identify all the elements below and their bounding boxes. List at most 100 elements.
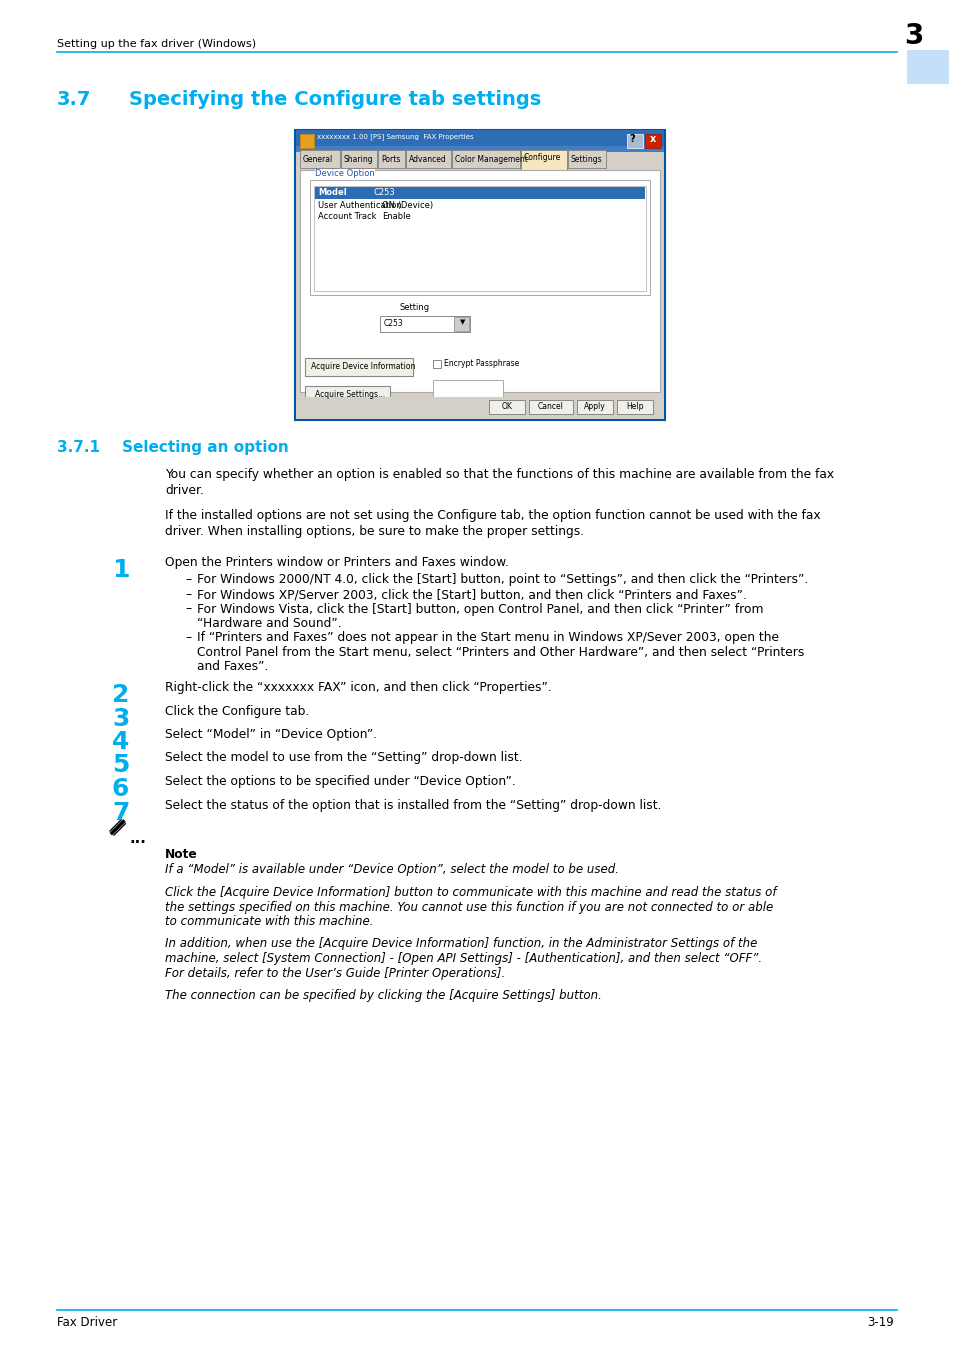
Text: The connection can be specified by clicking the [Acquire Settings] button.: The connection can be specified by click… xyxy=(165,990,601,1002)
Text: Encrypt Passphrase: Encrypt Passphrase xyxy=(443,359,518,369)
Text: 3-19: 3-19 xyxy=(866,1316,893,1328)
Bar xyxy=(305,386,390,404)
Text: Selecting an option: Selecting an option xyxy=(122,440,289,455)
Text: 1: 1 xyxy=(112,558,130,582)
Text: Ports: Ports xyxy=(380,155,400,163)
Bar xyxy=(305,358,413,377)
Text: In addition, when use the [Acquire Device Information] function, in the Administ: In addition, when use the [Acquire Devic… xyxy=(165,937,757,950)
Bar xyxy=(433,379,502,398)
Text: machine, select [System Connection] - [Open API Settings] - [Authentication], an: machine, select [System Connection] - [O… xyxy=(165,952,761,965)
Bar xyxy=(299,170,659,392)
Bar xyxy=(617,400,652,414)
Text: “Hardware and Sound”.: “Hardware and Sound”. xyxy=(196,617,341,630)
Bar xyxy=(433,360,440,369)
Bar xyxy=(295,146,663,153)
Text: –: – xyxy=(185,589,191,601)
Text: Select the model to use from the “Setting” drop-down list.: Select the model to use from the “Settin… xyxy=(165,752,522,764)
Text: ?: ? xyxy=(628,134,634,144)
Text: Apply: Apply xyxy=(583,402,605,410)
Text: If a “Model” is available under “Device Option”, select the model to be used.: If a “Model” is available under “Device … xyxy=(165,864,618,876)
Text: x: x xyxy=(649,134,656,144)
Bar xyxy=(520,150,566,170)
Text: For Windows XP/Server 2003, click the [Start] button, and then click “Printers a: For Windows XP/Server 2003, click the [S… xyxy=(196,589,746,601)
Text: Cancel: Cancel xyxy=(537,402,563,410)
Bar xyxy=(489,400,524,414)
Bar xyxy=(295,130,663,153)
Bar xyxy=(379,316,470,332)
Text: 3: 3 xyxy=(903,22,923,50)
Text: Configure: Configure xyxy=(523,153,560,162)
Text: –: – xyxy=(185,574,191,586)
Bar xyxy=(452,150,519,167)
Text: 3.7.1: 3.7.1 xyxy=(57,440,100,455)
Bar xyxy=(626,134,642,148)
Text: For Windows 2000/NT 4.0, click the [Start] button, point to “Settings”, and then: For Windows 2000/NT 4.0, click the [Star… xyxy=(196,574,807,586)
Bar xyxy=(314,188,644,198)
Text: Color Management: Color Management xyxy=(455,155,527,163)
Text: ▼: ▼ xyxy=(459,319,465,325)
Bar xyxy=(295,397,663,418)
Text: Advanced: Advanced xyxy=(409,155,446,163)
Text: Specifying the Configure tab settings: Specifying the Configure tab settings xyxy=(129,90,540,109)
Text: 6: 6 xyxy=(112,778,130,801)
Bar xyxy=(529,400,573,414)
Text: For details, refer to the User’s Guide [Printer Operations].: For details, refer to the User’s Guide [… xyxy=(165,967,505,980)
Text: Help: Help xyxy=(625,402,643,410)
Text: 3.7: 3.7 xyxy=(57,90,91,109)
Text: Click the [Acquire Device Information] button to communicate with this machine a: Click the [Acquire Device Information] b… xyxy=(165,886,776,899)
Text: Setting: Setting xyxy=(399,302,430,312)
Text: Sharing: Sharing xyxy=(344,155,374,163)
Bar xyxy=(377,150,405,167)
Text: Enable: Enable xyxy=(381,212,411,221)
Text: You can specify whether an option is enabled so that the functions of this machi: You can specify whether an option is ena… xyxy=(165,468,833,481)
Text: Account Track: Account Track xyxy=(317,212,376,221)
Bar xyxy=(454,317,469,331)
Text: C253: C253 xyxy=(374,188,395,197)
Text: Right-click the “xxxxxxx FAX” icon, and then click “Properties”.: Right-click the “xxxxxxx FAX” icon, and … xyxy=(165,680,551,694)
Text: ...: ... xyxy=(130,832,146,846)
Text: 3: 3 xyxy=(112,706,130,730)
Text: and Faxes”.: and Faxes”. xyxy=(196,660,268,674)
Bar xyxy=(299,150,339,167)
Bar xyxy=(314,186,645,292)
Bar xyxy=(310,180,649,296)
Text: Open the Printers window or Printers and Faxes window.: Open the Printers window or Printers and… xyxy=(165,556,508,568)
Text: Device Option: Device Option xyxy=(314,169,375,178)
Text: Acquire Device Information: Acquire Device Information xyxy=(311,362,415,371)
Text: Setting up the fax driver (Windows): Setting up the fax driver (Windows) xyxy=(57,39,255,49)
Text: to communicate with this machine.: to communicate with this machine. xyxy=(165,915,374,927)
Text: Acquire Settings...: Acquire Settings... xyxy=(314,390,385,400)
Bar xyxy=(340,150,376,167)
Bar xyxy=(294,130,664,420)
Text: 7: 7 xyxy=(112,801,130,825)
Text: User Authentication: User Authentication xyxy=(317,201,401,211)
Text: xxxxxxxx 1.00 [PS] Samsung  FAX Properties: xxxxxxxx 1.00 [PS] Samsung FAX Propertie… xyxy=(316,134,473,140)
Text: ON (Device): ON (Device) xyxy=(381,201,433,211)
Text: For Windows Vista, click the [Start] button, open Control Panel, and then click : For Windows Vista, click the [Start] but… xyxy=(196,602,762,616)
Text: Control Panel from the Start menu, select “Printers and Other Hardware”, and the: Control Panel from the Start menu, selec… xyxy=(196,647,803,659)
Text: Select the status of the option that is installed from the “Setting” drop-down l: Select the status of the option that is … xyxy=(165,798,660,811)
Text: Note: Note xyxy=(165,848,197,861)
Text: driver.: driver. xyxy=(165,483,204,497)
Text: C253: C253 xyxy=(384,319,403,328)
Text: Fax Driver: Fax Driver xyxy=(57,1316,117,1328)
Bar xyxy=(644,134,660,148)
Text: 2: 2 xyxy=(112,683,130,707)
Text: Settings: Settings xyxy=(571,155,602,163)
Bar xyxy=(567,150,605,167)
Text: If “Printers and Faxes” does not appear in the Start menu in Windows XP/Sever 20: If “Printers and Faxes” does not appear … xyxy=(196,632,779,644)
Text: Select the options to be specified under “Device Option”.: Select the options to be specified under… xyxy=(165,775,516,788)
Text: 5: 5 xyxy=(112,753,130,778)
Text: General: General xyxy=(303,155,333,163)
Text: Click the Configure tab.: Click the Configure tab. xyxy=(165,705,309,717)
Bar xyxy=(299,134,314,148)
Text: OK: OK xyxy=(501,402,512,410)
Text: 4: 4 xyxy=(112,730,130,755)
Text: If the installed options are not set using the Configure tab, the option functio: If the installed options are not set usi… xyxy=(165,509,820,522)
Text: driver. When installing options, be sure to make the proper settings.: driver. When installing options, be sure… xyxy=(165,525,583,537)
Text: –: – xyxy=(185,632,191,644)
Bar xyxy=(577,400,613,414)
Text: the settings specified on this machine. You cannot use this function if you are : the settings specified on this machine. … xyxy=(165,900,773,914)
Text: Model: Model xyxy=(317,188,346,197)
Text: Select “Model” in “Device Option”.: Select “Model” in “Device Option”. xyxy=(165,728,376,741)
